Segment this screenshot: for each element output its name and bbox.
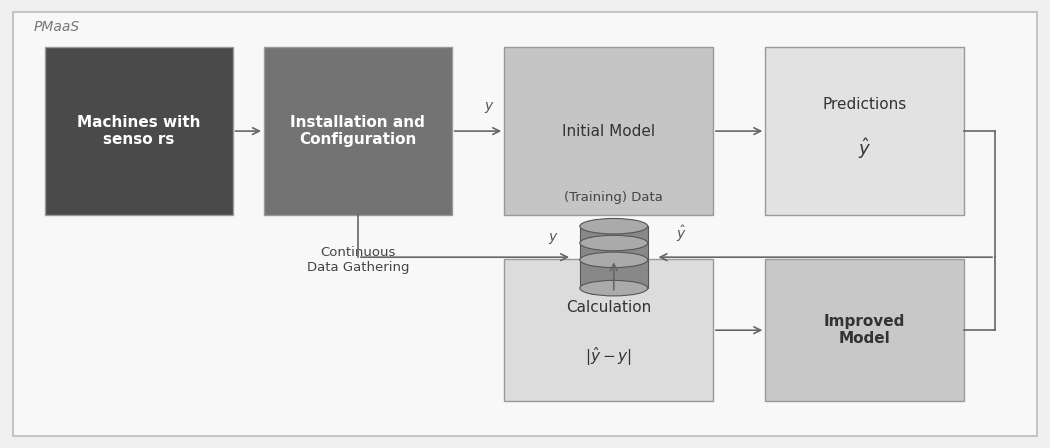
Text: Improved
Model: Improved Model <box>824 314 905 346</box>
Text: Predictions: Predictions <box>822 97 906 112</box>
Text: y: y <box>548 230 556 244</box>
FancyBboxPatch shape <box>504 47 713 215</box>
FancyBboxPatch shape <box>44 47 232 215</box>
Text: $|\hat{y} - y|$: $|\hat{y} - y|$ <box>585 345 632 368</box>
FancyBboxPatch shape <box>264 47 452 215</box>
Ellipse shape <box>580 252 648 267</box>
Text: y: y <box>484 99 492 113</box>
Polygon shape <box>580 226 648 288</box>
Text: Error
Calculation: Error Calculation <box>566 283 651 315</box>
FancyBboxPatch shape <box>765 47 964 215</box>
Text: $\hat{y}$: $\hat{y}$ <box>676 224 687 244</box>
Text: (Training) Data: (Training) Data <box>564 191 664 204</box>
Ellipse shape <box>580 219 648 234</box>
FancyBboxPatch shape <box>504 259 713 401</box>
Text: Initial Model: Initial Model <box>562 124 655 138</box>
FancyBboxPatch shape <box>765 259 964 401</box>
Text: Continuous
Data Gathering: Continuous Data Gathering <box>307 246 410 274</box>
Ellipse shape <box>580 235 648 251</box>
Text: Machines with
senso rs: Machines with senso rs <box>77 115 201 147</box>
Text: PMaaS: PMaaS <box>34 21 80 34</box>
Ellipse shape <box>580 280 648 296</box>
FancyBboxPatch shape <box>14 12 1036 436</box>
Text: $\hat{y}$: $\hat{y}$ <box>858 136 871 161</box>
Text: Installation and
Configuration: Installation and Configuration <box>291 115 425 147</box>
